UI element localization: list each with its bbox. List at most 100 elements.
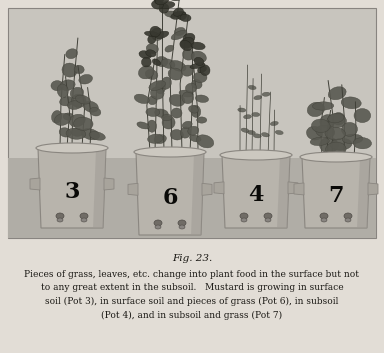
Ellipse shape — [152, 0, 163, 9]
Ellipse shape — [238, 108, 246, 112]
Ellipse shape — [56, 213, 64, 219]
Ellipse shape — [147, 120, 157, 132]
Ellipse shape — [185, 83, 197, 93]
Ellipse shape — [310, 137, 329, 145]
Ellipse shape — [66, 49, 78, 59]
Ellipse shape — [325, 127, 346, 140]
Ellipse shape — [155, 109, 168, 118]
Ellipse shape — [165, 45, 174, 52]
Ellipse shape — [192, 79, 202, 89]
Ellipse shape — [51, 110, 62, 123]
Ellipse shape — [328, 113, 344, 123]
Ellipse shape — [146, 50, 156, 57]
Ellipse shape — [154, 0, 164, 5]
Polygon shape — [214, 182, 224, 194]
Ellipse shape — [139, 51, 151, 59]
Polygon shape — [357, 157, 370, 228]
Ellipse shape — [75, 95, 91, 104]
Bar — [8, 8, 376, 238]
Polygon shape — [222, 155, 290, 228]
Ellipse shape — [162, 114, 172, 121]
Ellipse shape — [332, 113, 345, 125]
Ellipse shape — [306, 126, 323, 140]
Ellipse shape — [149, 80, 166, 90]
Ellipse shape — [81, 218, 87, 222]
Ellipse shape — [148, 96, 157, 105]
Ellipse shape — [265, 218, 271, 222]
Ellipse shape — [60, 80, 75, 90]
Ellipse shape — [154, 134, 166, 144]
Ellipse shape — [316, 125, 335, 138]
Ellipse shape — [341, 97, 361, 109]
Ellipse shape — [159, 3, 169, 13]
Ellipse shape — [193, 72, 207, 83]
Ellipse shape — [180, 127, 191, 138]
Ellipse shape — [69, 114, 85, 127]
Polygon shape — [277, 155, 290, 228]
Ellipse shape — [313, 102, 334, 110]
Text: 6: 6 — [162, 187, 178, 209]
Ellipse shape — [247, 131, 255, 134]
Ellipse shape — [171, 108, 182, 118]
Polygon shape — [191, 152, 204, 235]
Ellipse shape — [190, 63, 205, 69]
Ellipse shape — [159, 1, 175, 8]
Ellipse shape — [195, 95, 209, 102]
Ellipse shape — [171, 11, 186, 19]
Ellipse shape — [200, 65, 210, 76]
Ellipse shape — [190, 135, 201, 142]
Ellipse shape — [330, 138, 352, 150]
Ellipse shape — [328, 87, 346, 100]
Polygon shape — [104, 178, 114, 190]
Ellipse shape — [152, 59, 161, 65]
Ellipse shape — [145, 70, 158, 79]
Ellipse shape — [319, 137, 338, 153]
Ellipse shape — [182, 121, 192, 128]
Ellipse shape — [155, 0, 170, 5]
Polygon shape — [128, 183, 138, 195]
Ellipse shape — [342, 134, 363, 144]
Ellipse shape — [62, 63, 78, 77]
Ellipse shape — [161, 59, 175, 68]
Ellipse shape — [353, 138, 372, 149]
Ellipse shape — [174, 28, 185, 35]
Ellipse shape — [51, 80, 63, 91]
Ellipse shape — [253, 134, 261, 138]
Ellipse shape — [150, 26, 161, 37]
Ellipse shape — [134, 94, 149, 103]
Ellipse shape — [165, 11, 179, 17]
Text: 3: 3 — [64, 181, 80, 203]
Ellipse shape — [67, 101, 82, 109]
Ellipse shape — [327, 114, 346, 128]
Ellipse shape — [178, 12, 187, 20]
Polygon shape — [302, 157, 370, 228]
Ellipse shape — [196, 135, 214, 148]
Ellipse shape — [180, 14, 191, 22]
Ellipse shape — [155, 225, 161, 229]
Ellipse shape — [146, 108, 160, 116]
Ellipse shape — [197, 66, 207, 73]
Ellipse shape — [161, 77, 171, 89]
Text: to any great extent in the subsoil.   Mustard is growing in surface: to any great extent in the subsoil. Must… — [41, 283, 343, 293]
Text: Pieces of grass, leaves, etc. change into plant food in the surface but not: Pieces of grass, leaves, etc. change int… — [25, 270, 359, 279]
Text: 4: 4 — [248, 184, 264, 206]
Ellipse shape — [248, 85, 256, 90]
Ellipse shape — [139, 66, 154, 79]
Ellipse shape — [59, 128, 71, 137]
Ellipse shape — [134, 147, 206, 157]
Polygon shape — [368, 183, 378, 195]
Ellipse shape — [89, 107, 101, 116]
Polygon shape — [294, 183, 304, 195]
Text: soil (Pot 3), in surface soil and pieces of grass (Pot 6), in subsoil: soil (Pot 3), in surface soil and pieces… — [45, 297, 339, 306]
Ellipse shape — [60, 97, 74, 106]
Text: (Pot 4), and in subsoil and grass (Pot 7): (Pot 4), and in subsoil and grass (Pot 7… — [101, 311, 283, 319]
Ellipse shape — [264, 213, 272, 219]
Polygon shape — [202, 183, 212, 195]
Ellipse shape — [71, 94, 86, 108]
Ellipse shape — [220, 150, 292, 160]
Ellipse shape — [180, 37, 194, 48]
Ellipse shape — [151, 87, 164, 99]
Polygon shape — [30, 178, 40, 190]
Ellipse shape — [55, 113, 71, 125]
Ellipse shape — [270, 121, 278, 126]
